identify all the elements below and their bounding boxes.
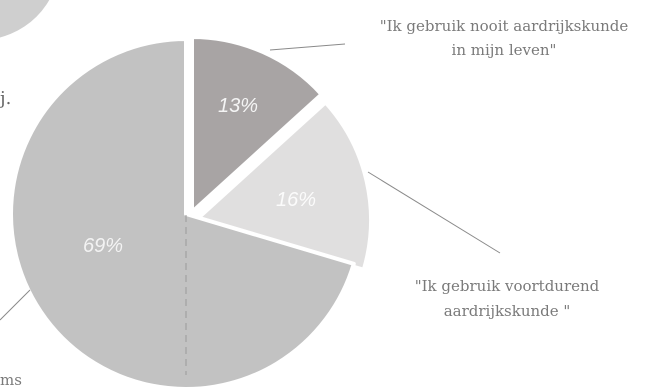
slice-label-13: 13% bbox=[218, 95, 258, 117]
annotation-13-line2: in mijn leven" bbox=[452, 41, 557, 59]
annotation-69-fragment: ms bbox=[0, 371, 22, 389]
slice-label-16: 16% bbox=[276, 189, 316, 211]
leader-line-13 bbox=[270, 44, 345, 50]
cropped-fragment-text: j. bbox=[0, 88, 11, 109]
leader-line-69 bbox=[0, 290, 30, 320]
leader-line-16 bbox=[368, 172, 500, 253]
annotation-13-line1: "Ik gebruik nooit aardrijkskunde bbox=[380, 17, 629, 35]
slice-label-69: 69% bbox=[83, 235, 123, 257]
annotation-16-line1: "Ik gebruik voortdurend bbox=[415, 277, 600, 295]
annotation-16-line2: aardrijkskunde " bbox=[444, 302, 571, 320]
background-circle-decor bbox=[0, 0, 60, 40]
